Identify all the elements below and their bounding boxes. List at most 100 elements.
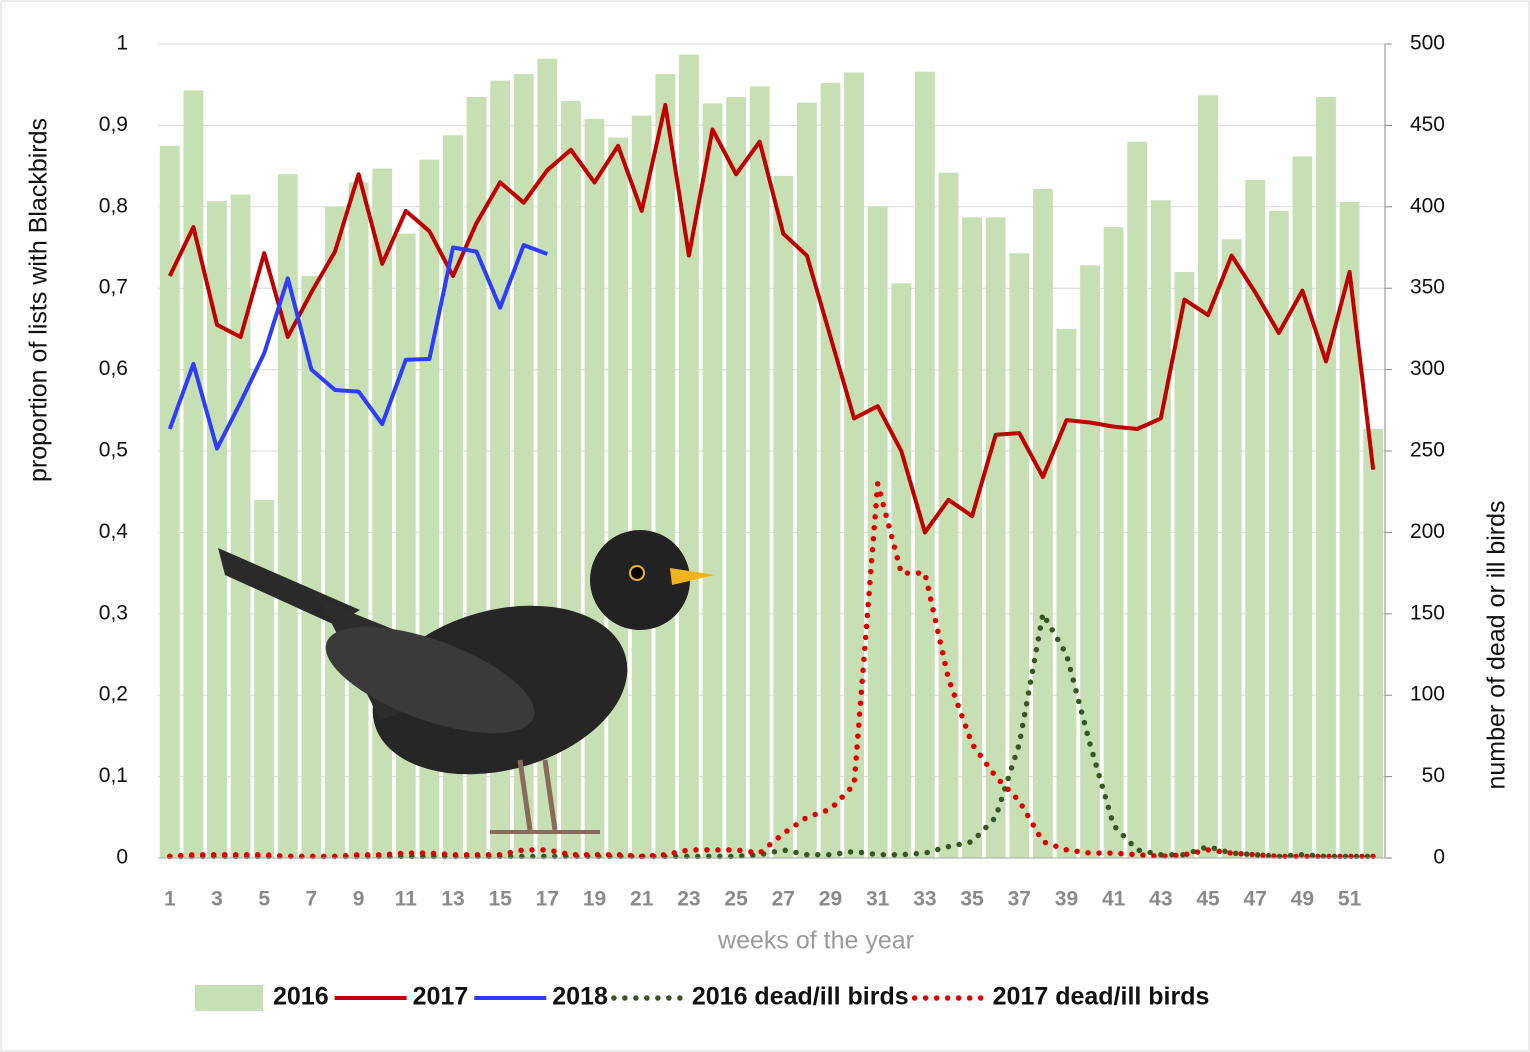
bar	[1245, 179, 1266, 859]
bar	[914, 71, 935, 858]
x-tick-label: 45	[1196, 888, 1220, 911]
y2-tick-label: 250	[1410, 439, 1445, 462]
x-tick-label: 7	[306, 888, 318, 911]
bar	[702, 103, 723, 858]
bar	[584, 118, 605, 858]
x-tick-label: 25	[724, 888, 748, 911]
bar	[844, 72, 864, 859]
x-tick-label: 51	[1338, 888, 1362, 911]
x-tick-label: 43	[1149, 888, 1172, 911]
y2-tick-label: 400	[1410, 194, 1445, 217]
bar	[325, 206, 345, 859]
bar	[372, 168, 393, 859]
bar	[679, 54, 699, 858]
x-tick-label: 15	[488, 888, 512, 911]
y2-tick-label: 0	[1433, 846, 1445, 869]
x-tick-label: 41	[1102, 888, 1126, 911]
bar	[348, 182, 369, 858]
bar	[1127, 141, 1148, 858]
y2-tick-label: 50	[1422, 764, 1445, 787]
bar	[301, 275, 322, 858]
x-tick-label: 49	[1291, 888, 1314, 911]
x-tick-label: 37	[1008, 888, 1031, 911]
x-tick-label: 5	[258, 888, 270, 911]
x-axis-label: weeks of the year	[717, 927, 914, 955]
blackbird-illustration	[218, 530, 715, 834]
x-tick-label: 3	[211, 888, 223, 911]
bar	[1103, 227, 1124, 858]
y2-tick-label: 500	[1410, 32, 1445, 55]
bar	[277, 174, 298, 859]
bar	[207, 201, 227, 859]
bar	[749, 86, 770, 858]
y-axis-label: proportion of lists with Blackbirds	[25, 118, 53, 482]
bar	[820, 83, 841, 858]
y-tick-label: 0,8	[99, 194, 128, 217]
y-tick-label: 0,1	[99, 764, 128, 787]
y2-tick-label: 450	[1410, 113, 1445, 136]
bar	[938, 172, 959, 858]
bar	[230, 194, 251, 859]
bar	[183, 90, 204, 858]
bar	[773, 175, 794, 859]
x-tick-label: 1	[164, 888, 176, 911]
bar	[1363, 429, 1384, 858]
x-tick-label: 35	[960, 888, 984, 911]
x-tick-label: 9	[353, 888, 365, 911]
x-tick-label: 23	[677, 888, 700, 911]
bar	[1009, 253, 1030, 858]
y2-tick-label: 200	[1410, 520, 1445, 543]
y-tick-label: 0,9	[99, 113, 128, 136]
bar	[726, 96, 747, 858]
line	[167, 103, 1376, 535]
y-tick-label: 0,3	[99, 601, 128, 624]
y-tick-label: 0,4	[99, 520, 129, 543]
y-tick-label: 1	[116, 32, 128, 55]
legend-swatch	[195, 985, 263, 1011]
x-tick-label: 13	[441, 888, 464, 911]
bar	[1032, 188, 1053, 859]
bar	[985, 217, 1006, 858]
bar	[395, 233, 416, 859]
y-tick-label: 0	[116, 846, 128, 869]
x-tick-label: 21	[630, 888, 654, 911]
legend-label: 2018	[552, 983, 608, 1011]
y2-tick-label: 350	[1410, 276, 1445, 299]
bar	[867, 206, 888, 859]
x-tick-label: 47	[1244, 888, 1267, 911]
y2-tick-label: 300	[1410, 357, 1445, 380]
bar	[631, 115, 652, 858]
y2-tick-label: 150	[1410, 601, 1445, 624]
bar	[254, 499, 275, 858]
x-tick-label: 31	[866, 888, 890, 911]
y-tick-label: 0,2	[99, 683, 128, 706]
y-tick-label: 0,5	[99, 439, 128, 462]
bar	[1080, 265, 1100, 859]
y-tick-label: 0,6	[99, 357, 128, 380]
bar	[608, 137, 629, 859]
bar	[796, 102, 817, 858]
legend-label: 2017	[413, 983, 469, 1011]
bar	[1150, 200, 1171, 859]
x-tick-label: 29	[819, 888, 842, 911]
bar	[159, 145, 180, 858]
y-tick-label: 0,7	[99, 276, 128, 299]
bar	[1056, 328, 1077, 858]
bar	[1198, 95, 1218, 859]
x-tick-label: 11	[395, 888, 418, 911]
bar	[1174, 271, 1195, 858]
y2-axis-label: number of dead or ill birds	[1483, 500, 1511, 789]
legend-label: 2017 dead/ill birds	[993, 983, 1210, 1011]
bar	[1339, 201, 1360, 858]
legend-label: 2016	[273, 983, 329, 1011]
x-tick-label: 19	[583, 888, 606, 911]
bar	[1268, 210, 1289, 858]
bar	[962, 217, 982, 858]
x-tick-label: 33	[913, 888, 936, 911]
x-tick-label: 39	[1055, 888, 1078, 911]
dotted-line	[167, 480, 1376, 860]
bar	[1316, 96, 1336, 858]
legend-label: 2016 dead/ill birds	[692, 983, 909, 1011]
bar	[1292, 156, 1313, 858]
